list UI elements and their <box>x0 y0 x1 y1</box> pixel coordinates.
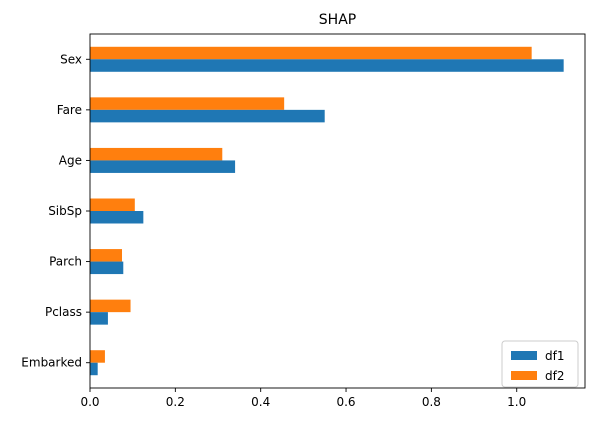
y-tick-label: Pclass <box>45 305 82 319</box>
chart-title: SHAP <box>319 12 356 28</box>
y-axis-ticks: Sex Fare Age SibSp Parch Pclass Embarked <box>21 52 90 370</box>
x-tick-label: 1.0 <box>507 395 526 409</box>
bar-df1-fare <box>90 109 325 123</box>
legend-label-df2: df2 <box>545 369 564 383</box>
y-tick-label: Sex <box>60 52 82 66</box>
y-tick-label: Embarked <box>21 356 82 370</box>
bar-df1-age <box>90 160 236 173</box>
bar-df1-pclass <box>90 312 108 325</box>
x-tick-label: 0.4 <box>251 395 270 409</box>
bar-df2-fare <box>90 97 285 110</box>
y-tick-label: Parch <box>49 255 82 269</box>
legend-box <box>501 340 579 388</box>
x-axis-ticks: 0.0 0.2 0.4 0.6 0.8 1.0 <box>80 388 526 409</box>
bar-df1-parch <box>90 261 124 275</box>
y-tick-label: SibSp <box>48 204 82 218</box>
plot-background <box>90 34 585 388</box>
x-tick-label: 0.0 <box>80 395 99 409</box>
plot-area <box>90 34 585 388</box>
y-tick-label: Fare <box>57 103 82 117</box>
bar-df2-sibsp <box>90 198 135 211</box>
x-tick-label: 0.6 <box>336 395 355 409</box>
bar-df2-sex <box>90 46 532 60</box>
legend-swatch-df2 <box>511 371 537 380</box>
bar-df2-age <box>90 147 223 161</box>
x-tick-label: 0.8 <box>422 395 441 409</box>
plot-frame <box>89 33 586 389</box>
bar-df1-embarked <box>90 362 98 376</box>
bar-df2-parch <box>90 249 123 262</box>
bar-df2-pclass <box>90 299 131 313</box>
y-tick-label: Age <box>59 153 82 167</box>
bar-df1-sex <box>90 59 564 72</box>
x-tick-label: 0.2 <box>166 395 185 409</box>
bars <box>90 46 564 376</box>
legend-swatch-df1 <box>511 351 537 360</box>
bar-df1-sibsp <box>90 211 144 224</box>
legend-label-df1: df1 <box>545 349 564 363</box>
bar-df2-embarked <box>90 350 105 363</box>
